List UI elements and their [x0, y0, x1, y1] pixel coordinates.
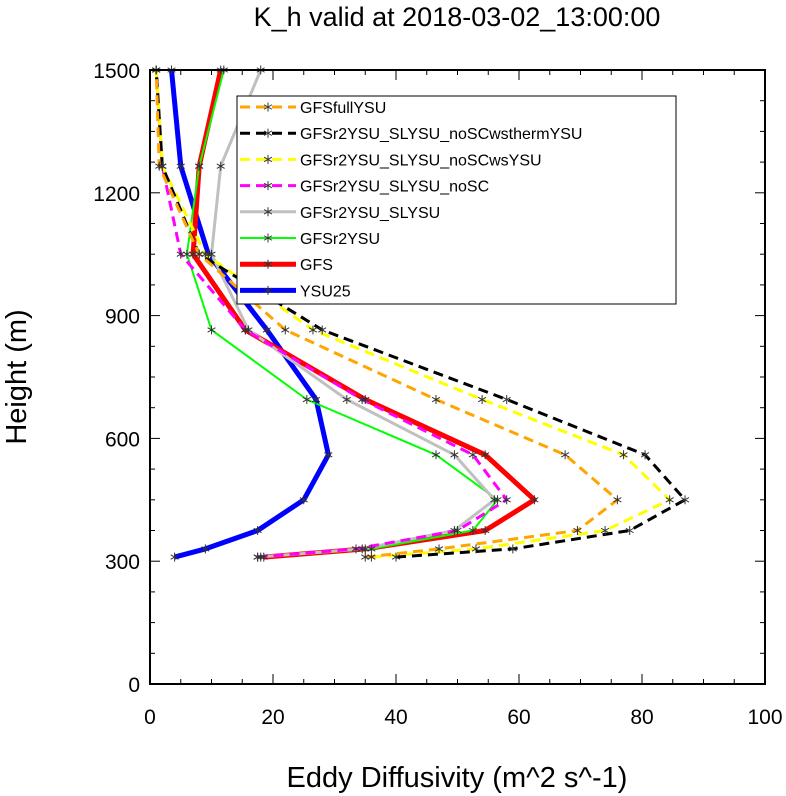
data-point — [155, 161, 164, 171]
legend-marker — [263, 207, 273, 217]
data-point — [530, 495, 539, 505]
data-point — [560, 450, 570, 460]
data-point — [308, 325, 318, 335]
data-point — [481, 450, 490, 460]
data-point — [253, 526, 262, 535]
legend-label: GFSr2YSU_SLYSU_noSC — [300, 179, 489, 196]
data-point — [613, 495, 622, 505]
data-point — [262, 325, 271, 335]
data-point — [216, 161, 225, 171]
y-axis-label: Height (m) — [1, 309, 33, 444]
data-point — [640, 450, 650, 460]
data-point — [182, 249, 192, 259]
y-tick-label: 600 — [105, 428, 140, 451]
series-line — [185, 69, 499, 559]
series-line — [154, 69, 619, 559]
data-point — [471, 544, 481, 554]
data-point — [665, 495, 674, 505]
legend-label: YSU25 — [300, 283, 351, 300]
data-point — [342, 395, 351, 405]
data-point — [281, 325, 290, 335]
legend-marker — [263, 259, 273, 269]
x-tick-label: 40 — [384, 706, 407, 729]
data-point — [241, 325, 250, 335]
y-tick-label: 900 — [105, 306, 140, 329]
data-point — [207, 325, 216, 335]
plot-frame — [149, 69, 766, 685]
y-tick-label: 1200 — [93, 183, 140, 206]
y-tick-label: 300 — [105, 551, 140, 574]
data-point — [573, 526, 582, 535]
data-point — [318, 325, 327, 335]
data-point — [481, 526, 490, 535]
data-point — [502, 495, 511, 505]
data-point — [453, 526, 462, 535]
data-point — [508, 544, 517, 554]
legend-marker — [263, 181, 273, 191]
legend: GFSfullYSU GFSr2YSU_SLYSU_noSCwsthermYSU G… — [236, 95, 677, 305]
data-point — [299, 495, 308, 505]
data-point — [351, 544, 361, 554]
y-tick-label: 1500 — [93, 60, 140, 83]
legend-label: GFSr2YSU_SLYSU — [300, 205, 440, 222]
data-point — [367, 544, 376, 554]
x-tick-label: 0 — [144, 706, 156, 729]
x-tick-label: 80 — [630, 706, 653, 729]
data-point — [625, 526, 634, 535]
legend-label: GFSfullYSU — [300, 100, 386, 117]
series-line — [154, 69, 672, 559]
data-point — [450, 450, 459, 460]
data-point — [619, 450, 628, 460]
data-point — [302, 395, 311, 405]
data-point — [358, 395, 367, 405]
legend-label: GFSr2YSU — [300, 231, 380, 248]
data-point — [170, 552, 179, 562]
data-point — [468, 450, 478, 460]
data-point — [195, 161, 204, 171]
x-tick-label: 100 — [747, 706, 782, 729]
y-tick-label: 0 — [128, 674, 140, 697]
data-point — [361, 552, 370, 562]
data-point — [176, 249, 185, 259]
data-point — [680, 495, 690, 505]
data-point — [468, 526, 478, 535]
data-point — [195, 249, 204, 259]
data-point — [176, 161, 185, 171]
data-point — [391, 552, 401, 562]
legend-label: GFSr2YSU_SLYSU_noSCwsYSU — [300, 152, 542, 169]
legend-label: GFS — [300, 257, 333, 274]
data-point — [434, 544, 444, 554]
data-point — [201, 544, 210, 554]
legend-marker — [263, 285, 273, 295]
legend-marker — [263, 233, 273, 243]
series-line — [154, 69, 509, 559]
data-point — [490, 495, 499, 505]
x-tick-label: 60 — [507, 706, 530, 729]
data-point — [431, 395, 441, 405]
legend-marker — [263, 102, 273, 112]
data-point — [477, 395, 487, 405]
x-tick-label: 20 — [261, 706, 284, 729]
data-point — [253, 552, 262, 562]
tick-labels: 0 20 40 60 80 100 0 300 600 900 1200 1500 — [93, 60, 782, 729]
legend-marker — [263, 128, 273, 138]
data-point — [324, 450, 333, 460]
legend-marker — [263, 154, 273, 164]
legend-box — [236, 95, 677, 305]
data-point — [600, 526, 610, 535]
legend-label: GFSr2YSU_SLYSU_noSCwsthermYSU — [300, 126, 582, 143]
x-axis-label: Eddy Diffusivity (m^2 s^-1) — [287, 762, 628, 794]
data-point — [311, 395, 321, 405]
data-point — [431, 450, 441, 460]
data-point — [502, 395, 511, 405]
chart-title: K_h valid at 2018-03-02_13:00:00 — [254, 2, 661, 32]
